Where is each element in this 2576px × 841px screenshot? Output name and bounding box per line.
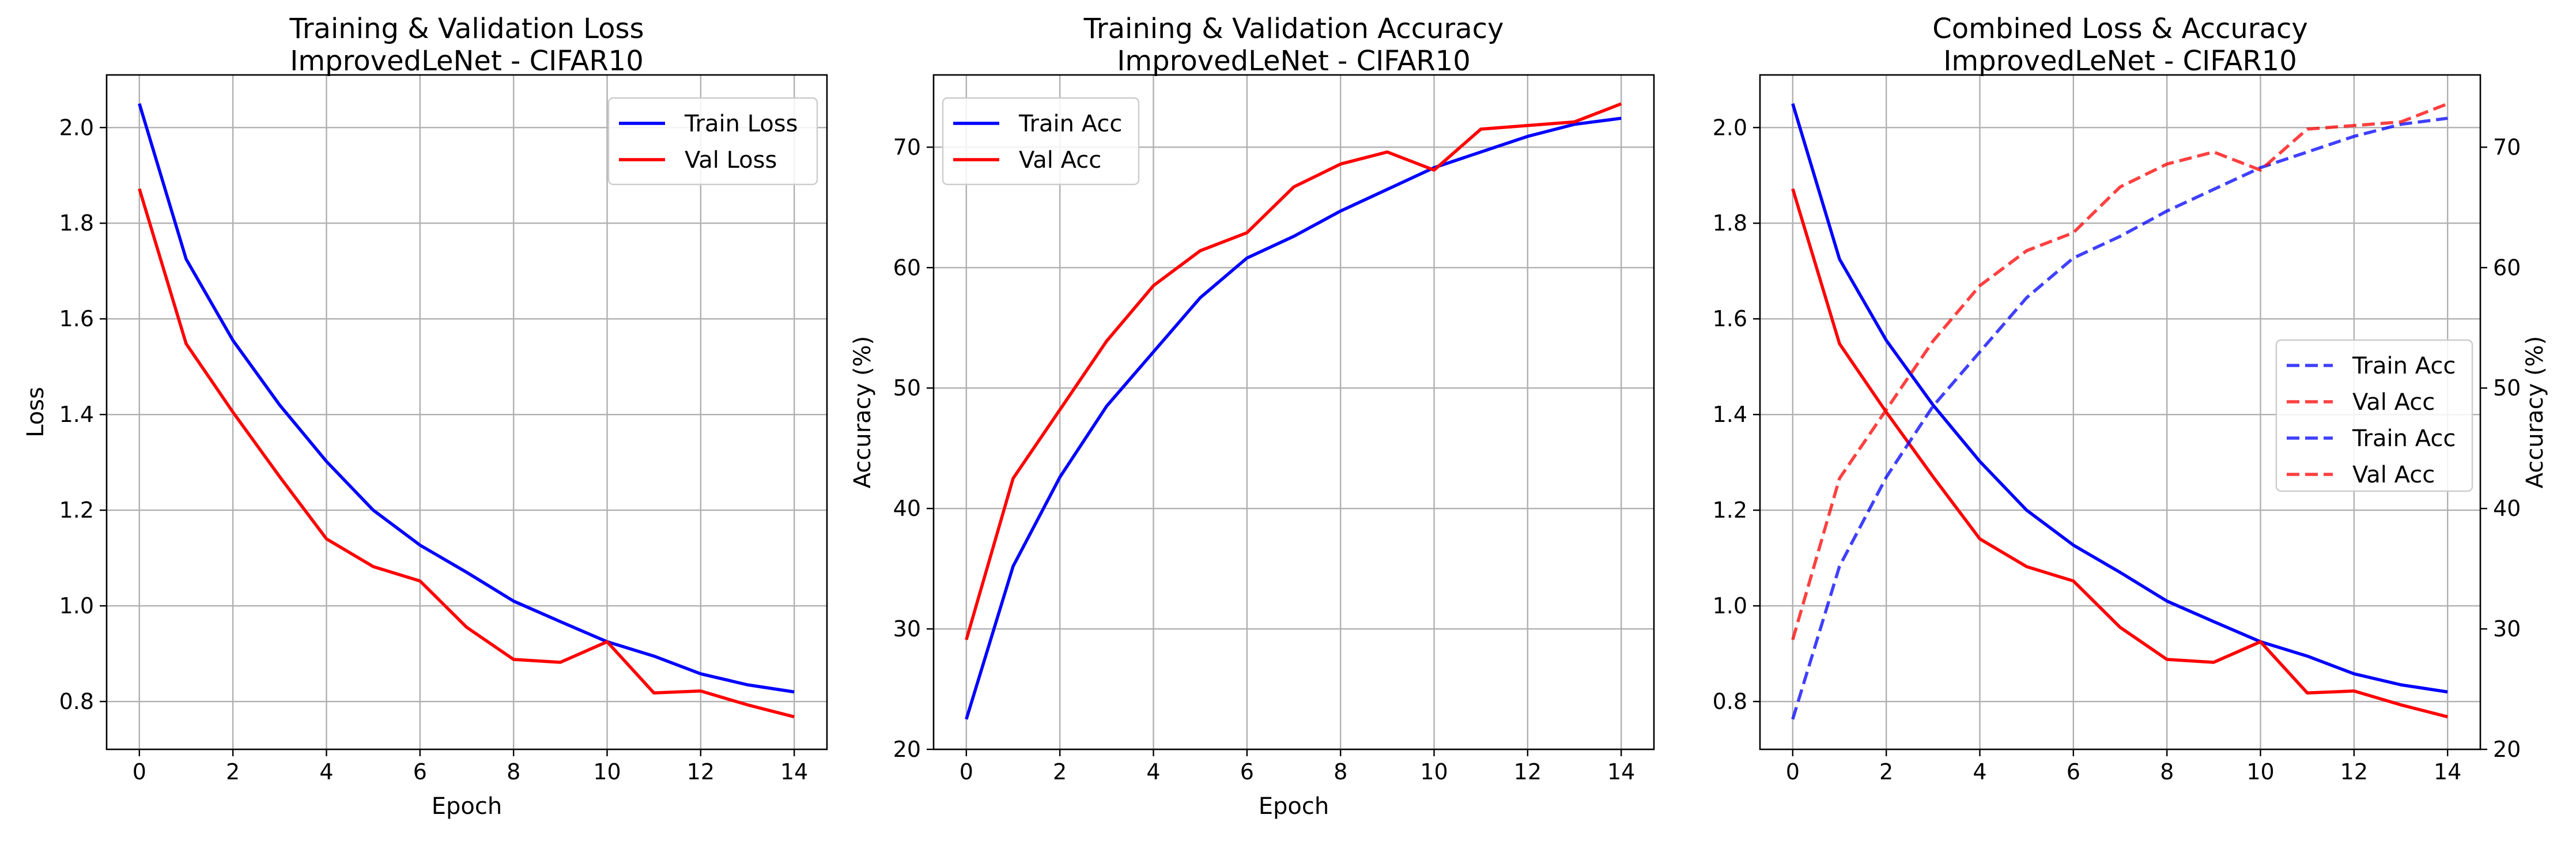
x-tick-label: 8 — [507, 759, 520, 785]
y2-tick-label: 60 — [2493, 255, 2521, 280]
chart-panel-2: 0 2 4 6 8 10 12 14 20 30 40 50 60 70 Training & Valida… — [849, 13, 1655, 820]
x-tick-label: 0 — [133, 759, 146, 785]
x-tick-label: 14 — [780, 759, 808, 785]
x-tick-label: 14 — [1607, 759, 1635, 785]
y-tick-label: 20 — [893, 737, 921, 762]
x-tick-label: 8 — [1334, 759, 1347, 785]
y-tick-label: 1.6 — [59, 306, 94, 331]
chart-title: Training & Validation Loss — [289, 13, 644, 45]
y-tick-label: 1.6 — [1713, 306, 1747, 331]
x-tick-label: 6 — [2067, 759, 2080, 785]
x-tick-label: 12 — [2340, 759, 2368, 785]
chart-subtitle: ImprovedLeNet - CIFAR10 — [1117, 45, 1471, 77]
x-tick-label: 6 — [413, 759, 427, 785]
y-tick-label: 30 — [893, 616, 921, 642]
chart-subtitle: ImprovedLeNet - CIFAR10 — [1943, 45, 2297, 77]
legend-box — [2275, 339, 2473, 492]
y-tick-label: 40 — [893, 496, 921, 521]
legend-label: Val Acc — [1019, 147, 1101, 174]
y-tick-label: 1.8 — [59, 210, 94, 236]
x-tick-label: 12 — [1514, 759, 1542, 785]
x-tick-label: 2 — [1053, 759, 1067, 785]
x-tick-label: 8 — [2160, 759, 2174, 785]
series-line-1 — [138, 103, 795, 694]
x-tick-label: 4 — [1146, 759, 1160, 785]
axes-frame — [105, 74, 828, 751]
x-axis-label: Epoch — [1259, 793, 1329, 820]
y2-tick-label: 30 — [2493, 616, 2521, 642]
x-tick-label: 0 — [1786, 759, 1800, 785]
y-tick-label: 1.4 — [1713, 402, 1747, 427]
series-line-1 — [965, 116, 1622, 720]
y-tick-label: 1.2 — [1713, 497, 1747, 523]
x-tick-label: 0 — [960, 759, 973, 785]
y2-tick-label: 50 — [2493, 375, 2521, 401]
x-tick-label: 4 — [1973, 759, 1986, 785]
y-tick-label: 2.0 — [59, 115, 94, 140]
axes-frame — [932, 74, 1655, 751]
y2-axis-label: Accuracy (%) — [2522, 336, 2548, 489]
y-tick-label: 50 — [893, 375, 921, 401]
legend-box — [607, 97, 818, 186]
y-axis-label: Loss — [22, 387, 49, 438]
y-tick-label: 1.8 — [1713, 210, 1747, 236]
legend-label: Val Acc — [2352, 462, 2435, 488]
y-tick-label: 0.8 — [59, 689, 94, 714]
x-tick-label: 4 — [319, 759, 333, 785]
legend-box — [942, 97, 1140, 186]
legend-label: Train Acc — [2352, 425, 2456, 452]
legend: Train Acc Val Acc — [942, 97, 1140, 186]
series-line-2 — [138, 188, 795, 719]
x-tick-label: 14 — [2434, 759, 2461, 785]
x-tick-label: 6 — [1240, 759, 1254, 785]
legend-label: Train Acc — [1018, 111, 1122, 137]
legend-label: Train Acc — [2352, 353, 2456, 379]
y-tick-label: 2.0 — [1713, 115, 1747, 140]
chart-title: Training & Validation Accuracy — [1083, 13, 1504, 45]
axes-frame — [1759, 74, 2481, 751]
x-tick-label: 2 — [226, 759, 240, 785]
y2-tick-label: 70 — [2493, 134, 2521, 160]
x-axis-label: Epoch — [432, 793, 502, 820]
legend-label: Val Acc — [2352, 389, 2435, 416]
chart-panel-3: 0 2 4 6 8 10 12 14 0.8 1.0 1.2 1.4 1.6 1.8 2.0 20 30 40 50… — [1713, 13, 2548, 785]
series-line-1 — [1791, 103, 2448, 694]
y2-tick-label: 20 — [2493, 737, 2521, 762]
x-tick-label: 10 — [1420, 759, 1448, 785]
x-tick-label: 2 — [1879, 759, 1893, 785]
y-axis-label: Accuracy (%) — [849, 336, 876, 489]
legend: Train Loss Val Loss — [607, 97, 818, 186]
y2-tick-label: 40 — [2493, 496, 2521, 521]
chart-subtitle: ImprovedLeNet - CIFAR10 — [290, 45, 644, 77]
legend-label: Train Loss — [684, 111, 798, 137]
chart-panel-1: 0 2 4 6 8 10 12 14 0.8 1.0 1.2 1.4 1.6 1.8 2.0 Training… — [22, 13, 828, 820]
y-tick-label: 1.4 — [59, 402, 94, 427]
series-line-3 — [1791, 116, 2448, 720]
y-tick-label: 0.8 — [1713, 689, 1747, 714]
x-tick-label: 10 — [2246, 759, 2274, 785]
y-tick-label: 60 — [893, 255, 921, 280]
legend: Train Acc Val Acc Train Acc Val Acc — [2275, 339, 2473, 492]
y-tick-label: 1.2 — [59, 497, 94, 523]
y-tick-label: 1.0 — [59, 593, 94, 619]
y-tick-label: 1.0 — [1713, 593, 1747, 619]
y-tick-label: 70 — [893, 134, 921, 160]
x-tick-label: 10 — [593, 759, 621, 785]
legend-label: Val Loss — [685, 147, 777, 174]
x-tick-label: 12 — [687, 759, 715, 785]
chart-title: Combined Loss & Accuracy — [1932, 13, 2308, 45]
